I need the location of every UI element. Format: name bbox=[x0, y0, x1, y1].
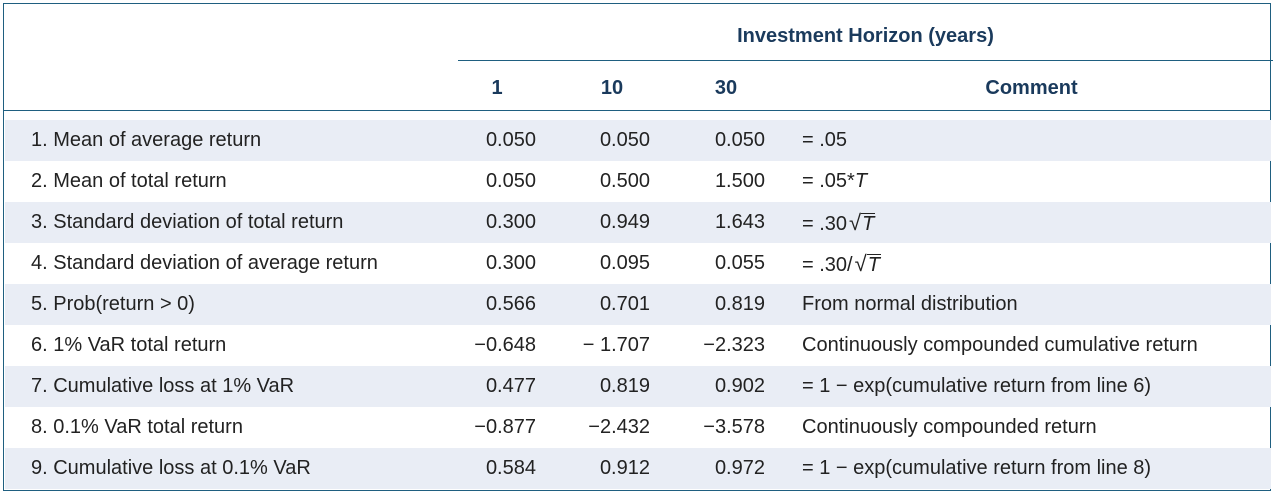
group-header: Investment Horizon (years) bbox=[737, 25, 994, 47]
row-comment: Continuously compounded cumulative retur… bbox=[802, 334, 1198, 356]
column-header-10: 10 bbox=[600, 77, 624, 99]
row-comment: = 1 − exp(cumulative return from line 6) bbox=[802, 375, 1152, 397]
value-1yr: −0.648 bbox=[474, 334, 536, 356]
row-label: 4. Standard deviation of average return bbox=[31, 252, 378, 274]
group-header-rule bbox=[458, 60, 1273, 61]
value-10yr: 0.949 bbox=[599, 211, 650, 233]
value-30yr: −3.578 bbox=[703, 416, 765, 438]
table-row: 9. Cumulative loss at 0.1% VaR 0.584 0.9… bbox=[5, 448, 1271, 489]
row-label: 2. Mean of total return bbox=[31, 170, 227, 192]
value-30yr: 0.055 bbox=[714, 252, 765, 274]
value-1yr: 0.566 bbox=[485, 293, 536, 315]
row-label: 5. Prob(return > 0) bbox=[31, 293, 195, 315]
value-1yr: −0.877 bbox=[474, 416, 536, 438]
sqrt-symbol: √ bbox=[849, 210, 862, 235]
value-10yr: − 1.707 bbox=[582, 334, 650, 356]
table-frame: Investment Horizon (years) 1 10 30 Comme… bbox=[3, 3, 1273, 491]
table-body: 1. Mean of average return 0.050 0.050 0.… bbox=[5, 120, 1271, 489]
row-label: 6. 1% VaR total return bbox=[31, 334, 227, 356]
value-30yr: −2.323 bbox=[703, 334, 765, 356]
table-row: 1. Mean of average return 0.050 0.050 0.… bbox=[5, 120, 1271, 161]
value-10yr: −2.432 bbox=[588, 416, 650, 438]
row-label: 7. Cumulative loss at 1% VaR bbox=[31, 375, 295, 397]
value-1yr: 0.050 bbox=[485, 129, 536, 151]
comment-variable: T bbox=[861, 213, 876, 235]
value-10yr: 0.819 bbox=[599, 375, 650, 397]
row-comment: From normal distribution bbox=[802, 293, 1018, 315]
table-row: 5. Prob(return > 0) 0.566 0.701 0.819 Fr… bbox=[5, 284, 1271, 325]
header-rule bbox=[4, 110, 1270, 111]
comment-text: = .30/ bbox=[802, 254, 853, 276]
row-label: 9. Cumulative loss at 0.1% VaR bbox=[31, 457, 311, 479]
value-10yr: 0.095 bbox=[599, 252, 650, 274]
value-1yr: 0.300 bbox=[485, 211, 536, 233]
value-10yr: 0.912 bbox=[599, 457, 650, 479]
row-comment: Continuously compounded return bbox=[802, 416, 1097, 438]
value-1yr: 0.477 bbox=[485, 375, 536, 397]
row-label: 1. Mean of average return bbox=[31, 129, 262, 151]
row-comment: = 1 − exp(cumulative return from line 8) bbox=[802, 457, 1152, 479]
column-header-1: 1 bbox=[491, 77, 503, 99]
table-row: 4. Standard deviation of average return … bbox=[5, 243, 1271, 284]
value-30yr: 0.050 bbox=[714, 129, 765, 151]
value-10yr: 0.050 bbox=[599, 129, 650, 151]
value-1yr: 0.300 bbox=[485, 252, 536, 274]
column-header-30: 30 bbox=[714, 77, 738, 99]
comment-text: = .05* bbox=[802, 170, 855, 192]
table-row: 8. 0.1% VaR total return −0.877 −2.432 −… bbox=[5, 407, 1271, 448]
row-label: 8. 0.1% VaR total return bbox=[31, 416, 243, 438]
comment-variable: T bbox=[854, 170, 868, 192]
row-comment: = .30√T bbox=[802, 202, 876, 243]
row-comment: = .30/√T bbox=[802, 243, 881, 284]
value-10yr: 0.500 bbox=[599, 170, 650, 192]
sqrt-symbol: √ bbox=[854, 251, 867, 276]
row-comment: = .05 bbox=[802, 129, 848, 151]
comment-text: = .30 bbox=[802, 213, 848, 235]
table-row: 2. Mean of total return 0.050 0.500 1.50… bbox=[5, 161, 1271, 202]
table-row: 3. Standard deviation of total return 0.… bbox=[5, 202, 1271, 243]
column-header-comment: Comment bbox=[985, 77, 1078, 99]
value-1yr: 0.584 bbox=[485, 457, 536, 479]
value-30yr: 0.819 bbox=[714, 293, 765, 315]
value-30yr: 0.972 bbox=[714, 457, 765, 479]
value-30yr: 1.500 bbox=[714, 170, 765, 192]
value-30yr: 0.902 bbox=[714, 375, 765, 397]
row-comment: = .05*T bbox=[802, 161, 867, 202]
value-1yr: 0.050 bbox=[485, 170, 536, 192]
value-30yr: 1.643 bbox=[714, 211, 765, 233]
value-10yr: 0.701 bbox=[599, 293, 650, 315]
row-label: 3. Standard deviation of total return bbox=[31, 211, 344, 233]
table-row: 6. 1% VaR total return −0.648 − 1.707 −2… bbox=[5, 325, 1271, 366]
comment-variable: T bbox=[866, 254, 881, 276]
table-row: 7. Cumulative loss at 1% VaR 0.477 0.819… bbox=[5, 366, 1271, 407]
